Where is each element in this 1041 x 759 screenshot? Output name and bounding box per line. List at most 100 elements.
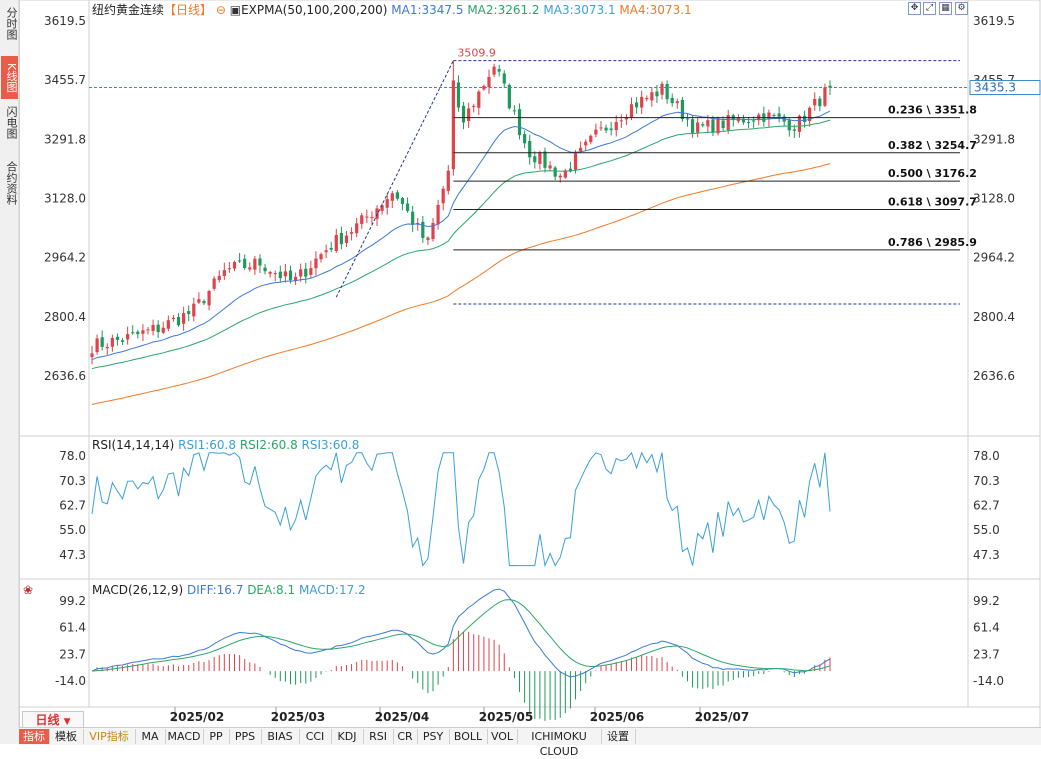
- title-layer: 纽约黄金连续【日线】 ⊖ ▣EXPMA(50,100,200,200) MA1:…: [23, 2, 692, 597]
- candle-body: [523, 134, 527, 144]
- candle-body: [197, 299, 201, 303]
- candle-body: [278, 271, 282, 279]
- candle-body: [344, 235, 349, 244]
- fib-label-1: 0.382 \ 3254.7: [888, 139, 977, 152]
- candle-body: [741, 118, 746, 123]
- candle-body: [584, 141, 588, 146]
- indicator-tab-0[interactable]: 指标: [19, 729, 50, 744]
- indicator-tab-3[interactable]: MA: [135, 729, 166, 744]
- indicator-tab-10[interactable]: RSI: [363, 729, 394, 744]
- ma2-value: MA2:3261.2: [467, 3, 543, 17]
- candle-body: [105, 346, 109, 349]
- candle-body: [660, 83, 664, 95]
- candle-body: [675, 101, 679, 104]
- indicator-tab-7[interactable]: BIAS: [261, 729, 300, 744]
- expand-icon[interactable]: ⤢: [923, 2, 936, 15]
- candle-body: [299, 269, 303, 277]
- macd-axis-right-0: 99.2: [973, 594, 1000, 608]
- grid-icon[interactable]: ▦: [939, 2, 952, 15]
- price-axis-right-6: 2636.6: [973, 369, 1015, 383]
- candle-body: [548, 165, 552, 169]
- candle-body: [426, 237, 430, 240]
- candle-body: [492, 66, 496, 75]
- price-axis-left-6: 2636.6: [44, 369, 86, 383]
- candle-body: [777, 113, 781, 117]
- indicator-tab-1[interactable]: 模板: [49, 729, 84, 744]
- ma2-line: [91, 119, 831, 370]
- rsi-axis-right-0: 78.0: [973, 449, 1000, 463]
- candle-body: [624, 117, 629, 120]
- price-axis-right-4: 2964.2: [973, 251, 1015, 265]
- indicator-tab-8[interactable]: CCI: [299, 729, 332, 744]
- candle-body: [222, 270, 226, 276]
- chart-title: 纽约黄金连续【日线】 ⊖ ▣EXPMA(50,100,200,200) MA1:…: [92, 2, 692, 17]
- rsi-line: [91, 451, 831, 568]
- candle-body: [324, 250, 328, 253]
- indicator-tab-5[interactable]: PP: [203, 729, 230, 744]
- indicator-tab-6[interactable]: PPS: [229, 729, 262, 744]
- candle-body: [472, 106, 476, 108]
- rail-tab-3[interactable]: 合约资料: [5, 161, 18, 205]
- rail-tab-0[interactable]: 分时图: [5, 7, 18, 40]
- candle-body: [716, 118, 720, 134]
- indicator-tab-4[interactable]: MACD: [165, 729, 204, 744]
- candle-body: [421, 221, 425, 238]
- candle-body: [563, 170, 567, 178]
- candle-body: [685, 118, 690, 120]
- indicator-tab-13[interactable]: BOLL: [449, 729, 488, 744]
- x-axis-label-1: 2025/03: [271, 710, 325, 724]
- rail-tab-1[interactable]: K线图: [1, 56, 18, 99]
- panel-frames: [18, 0, 1041, 729]
- diff-line: [91, 588, 831, 678]
- candle-body: [355, 223, 359, 234]
- candle-body: [187, 311, 191, 314]
- candle-body: [217, 275, 221, 281]
- rail-tab-2[interactable]: 闪电图: [5, 106, 18, 139]
- indicator-tab-16[interactable]: 设置: [601, 729, 636, 744]
- current-price-box: [969, 80, 1041, 96]
- candle-body: [614, 122, 618, 131]
- indicator-tab-11[interactable]: CR: [393, 729, 418, 744]
- ma1-line: [91, 110, 831, 361]
- candle-body: [319, 254, 323, 260]
- chevron-down-icon: ▼: [63, 717, 71, 727]
- candle-body: [599, 127, 603, 129]
- candle-body: [329, 247, 333, 250]
- indicator-tab-14[interactable]: VOL: [487, 729, 518, 744]
- candle-body: [161, 327, 165, 333]
- candle-body: [517, 109, 522, 136]
- candle-body: [467, 108, 471, 121]
- candle-body: [706, 120, 710, 127]
- indicator-tab-9[interactable]: KDJ: [331, 729, 364, 744]
- rsi-axis-left-2: 62.7: [59, 498, 86, 512]
- candle-body: [207, 291, 211, 306]
- macd-title-text: MACD(26,12,9): [92, 583, 187, 597]
- settings-icon[interactable]: ⚙: [955, 2, 968, 15]
- macd-axis-left-3: -14.0: [55, 674, 86, 688]
- candle-body: [283, 271, 288, 277]
- indicator-tab-15[interactable]: ICHIMOKU CLOUD: [517, 729, 602, 758]
- candle-body: [711, 119, 715, 133]
- current-price-label: 3435.3: [974, 81, 1016, 95]
- candle-body: [258, 258, 262, 266]
- candle-body: [202, 301, 206, 304]
- candle-body: [136, 331, 140, 335]
- rsi2-value: RSI2:60.8: [240, 438, 302, 452]
- candle-body: [721, 120, 725, 129]
- indicator-tab-12[interactable]: PSY: [417, 729, 450, 744]
- rsi3-value: RSI3:60.8: [302, 438, 360, 452]
- lock-icon: ⊖: [212, 3, 230, 17]
- candle-body: [497, 69, 501, 72]
- candle-body: [293, 276, 298, 281]
- candle-body: [456, 82, 461, 108]
- indicator-tab-bar: [19, 727, 1041, 745]
- ma1-value: MA1:3347.5: [391, 3, 467, 17]
- indicator-tab-2[interactable]: VIP指标: [83, 729, 136, 744]
- candle-body: [166, 320, 170, 329]
- candle-body: [797, 115, 802, 132]
- candle-body: [818, 98, 822, 107]
- move-icon[interactable]: ✥: [908, 2, 921, 15]
- candle-body: [100, 337, 104, 347]
- candle-body: [579, 147, 583, 152]
